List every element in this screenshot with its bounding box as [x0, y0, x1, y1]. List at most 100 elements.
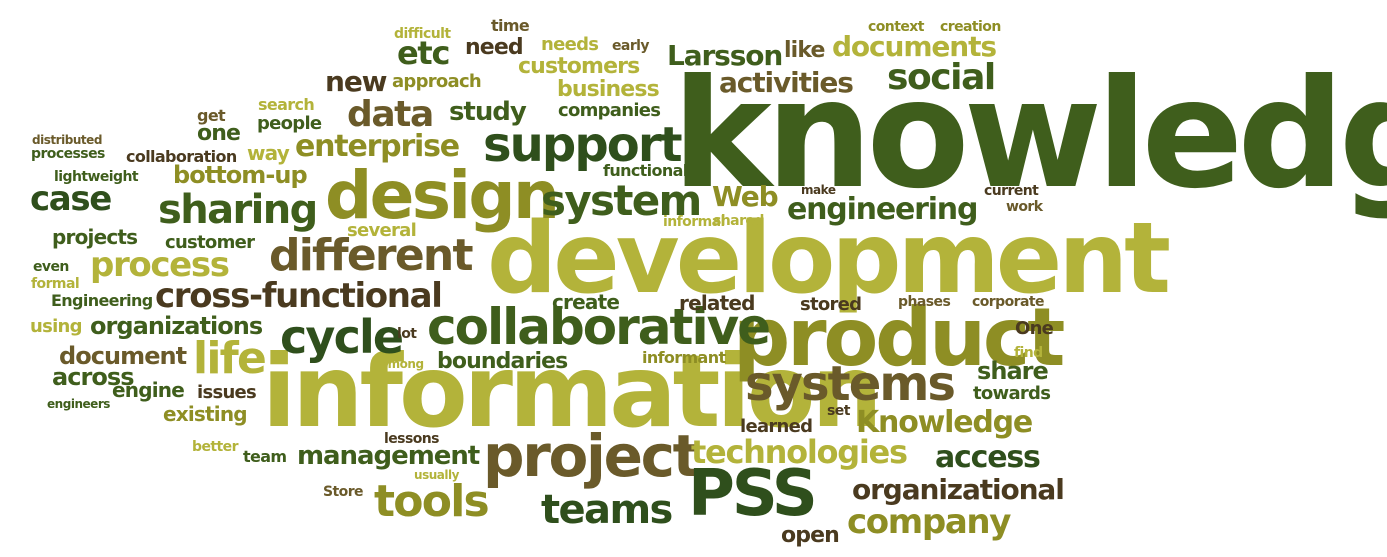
word-systems: systems: [745, 356, 956, 412]
word-documents: documents: [832, 30, 997, 63]
word-related: related: [679, 291, 755, 315]
word-One: One: [1015, 318, 1054, 339]
word-open: open: [781, 523, 840, 548]
word-customers: customers: [518, 54, 640, 79]
word-way: way: [247, 141, 290, 165]
word-distributed: distributed: [32, 133, 102, 147]
word-life: life: [193, 333, 267, 384]
word-information: information: [262, 333, 883, 450]
word-among: among: [380, 357, 424, 371]
word-functional: functional: [603, 161, 688, 180]
word-even: even: [33, 259, 69, 275]
word-search: search: [258, 95, 315, 114]
word-Store: Store: [323, 484, 364, 500]
word-sharing: sharing: [158, 187, 318, 233]
word-using: using: [30, 316, 83, 337]
word-boundaries: boundaries: [437, 349, 568, 374]
word-engine: engine: [112, 378, 185, 402]
word-shared: shared: [713, 213, 764, 229]
word-usually: usually: [414, 468, 460, 482]
word-Web: Web: [712, 180, 779, 213]
word-make: make: [801, 183, 836, 197]
word-lightweight: lightweight: [54, 169, 139, 185]
word-technologies: technologies: [691, 433, 908, 471]
word-approach: approach: [392, 71, 482, 92]
word-study: study: [449, 97, 527, 127]
word-informant: informant: [642, 348, 726, 367]
word-cycle: cycle: [280, 310, 404, 364]
word-share: share: [977, 357, 1049, 385]
word-across: across: [52, 363, 135, 391]
word-engineers: engineers: [47, 397, 110, 411]
word-team: team: [243, 447, 287, 466]
word-issues: issues: [197, 382, 257, 403]
word-need: need: [465, 35, 524, 60]
word-management: management: [297, 441, 480, 471]
word-data: data: [347, 94, 434, 135]
word-current: current: [984, 183, 1039, 199]
word-set: set: [827, 403, 850, 419]
word-etc: etc: [397, 34, 450, 72]
word-customer: customer: [165, 232, 255, 253]
word-processes: processes: [31, 146, 105, 162]
word-product: product: [733, 291, 1065, 384]
word-PSS: PSS: [688, 457, 818, 531]
word-collaboration: collaboration: [126, 147, 237, 166]
word-early: early: [612, 38, 650, 54]
word-project: project: [483, 422, 700, 490]
word-collaborative: collaborative: [427, 298, 771, 356]
word-access: access: [935, 440, 1041, 475]
word-needs: needs: [541, 34, 599, 55]
word-several: several: [347, 220, 417, 241]
word-design: design: [325, 157, 560, 234]
word-different: different: [269, 230, 474, 281]
word-stored: stored: [800, 294, 862, 315]
word-create: create: [552, 290, 620, 314]
word-bottom-up: bottom-up: [173, 161, 308, 189]
word-informal: informal: [663, 214, 725, 230]
word-company: company: [847, 502, 1011, 542]
word-projects: projects: [52, 225, 138, 249]
word-Knowledge: Knowledge: [856, 405, 1033, 440]
word-Engineering: Engineering: [51, 291, 153, 310]
word-work: work: [1006, 199, 1043, 215]
word-cross-functional: cross-functional: [155, 276, 443, 316]
word-business: business: [557, 77, 660, 102]
word-towards: towards: [973, 383, 1051, 404]
word-formal: formal: [31, 276, 80, 292]
word-find: find: [1014, 345, 1043, 361]
word-lessons: lessons: [384, 431, 440, 447]
word-system: system: [541, 176, 702, 225]
word-creation: creation: [940, 19, 1001, 35]
word-document: document: [59, 342, 187, 370]
word-organizations: organizations: [90, 312, 263, 340]
word-knowledge: knowledge: [672, 48, 1387, 222]
word-difficult: difficult: [394, 26, 451, 42]
word-new: new: [325, 65, 388, 98]
word-development: development: [487, 202, 1171, 316]
word-Larsson: Larsson: [667, 39, 783, 72]
word-process: process: [90, 245, 230, 285]
word-companies: companies: [558, 100, 661, 121]
word-existing: existing: [163, 402, 248, 426]
word-corporate: corporate: [972, 294, 1045, 310]
word-engineering: engineering: [787, 192, 978, 227]
word-learned: learned: [740, 416, 813, 437]
word-organizational: organizational: [852, 473, 1065, 506]
word-case: case: [30, 179, 112, 219]
word-enterprise: enterprise: [295, 129, 460, 164]
word-better: better: [192, 439, 239, 455]
word-phases: phases: [898, 294, 951, 310]
word-lot: lot: [397, 326, 417, 342]
word-teams: teams: [541, 487, 673, 533]
word-tools: tools: [374, 476, 490, 527]
word-activities: activities: [719, 66, 854, 99]
word-context: context: [868, 19, 924, 35]
word-support: support: [483, 117, 683, 173]
word-one: one: [197, 121, 241, 146]
word-time: time: [491, 16, 530, 35]
word-people: people: [257, 113, 322, 134]
word-get: get: [197, 106, 226, 125]
word-like: like: [784, 38, 825, 63]
